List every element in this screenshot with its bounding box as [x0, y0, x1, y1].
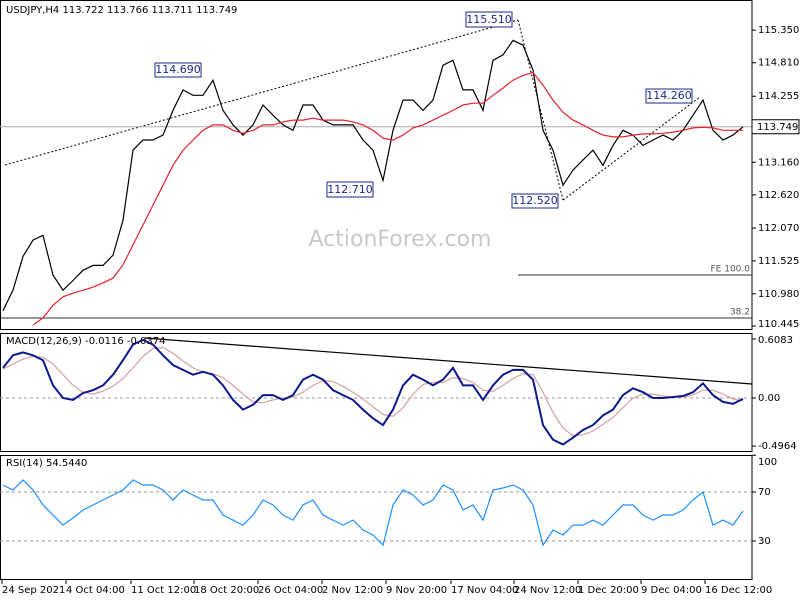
y-tick-label: 30 — [758, 536, 771, 547]
callout: 114.690 — [155, 63, 201, 76]
macd-trendline — [144, 337, 753, 385]
callout-box — [645, 88, 693, 104]
x-tick-label: 9 Dec 04:00 — [641, 585, 702, 596]
y-tick-label: 0.00 — [758, 393, 780, 404]
last-price-box — [751, 119, 800, 135]
y-tick-label: -0.4964 — [758, 441, 797, 452]
panel-title: USDJPY,H4 113.722 113.766 113.711 113.74… — [6, 5, 237, 16]
y-tick-label: 113.160 — [758, 157, 799, 168]
x-tick-label: 9 Nov 20:00 — [386, 585, 447, 596]
trendlines — [0, 19, 753, 385]
y-tick-label: 70 — [758, 487, 771, 498]
x-tick-label: 17 Nov 04:00 — [451, 585, 518, 596]
y-tick-label: 111.525 — [758, 256, 799, 267]
series-line — [2, 39, 744, 311]
callout: 115.510 — [466, 13, 512, 26]
watermark: ActionForex.com — [309, 227, 492, 252]
y-tick-label: 114.255 — [758, 91, 799, 102]
trendline — [517, 19, 564, 201]
callout: 112.520 — [512, 194, 558, 207]
callout-box — [511, 193, 559, 209]
series-line — [32, 71, 743, 326]
x-tick-label: 24 Nov 12:00 — [514, 585, 581, 596]
fib-label: FE 100.0 — [711, 265, 751, 275]
y-tick-label: 112.070 — [758, 223, 799, 234]
x-tick-label: 2 Nov 12:00 — [322, 585, 383, 596]
trendline — [4, 19, 519, 166]
x-tick-label: 1 Dec 20:00 — [578, 585, 639, 596]
panel-title: RSI(14) 54.5440 — [6, 458, 87, 469]
y-tick-label: 110.445 — [758, 319, 799, 330]
y-tick-label: 114.810 — [758, 58, 799, 69]
panel-frame — [0, 455, 753, 580]
fib-label: 38.2 — [730, 308, 750, 318]
y-tick-label: 0.6083 — [758, 335, 793, 346]
series-line — [2, 338, 744, 446]
series-line — [2, 479, 744, 547]
panel-frame — [0, 0, 753, 330]
y-tick-label: 110.980 — [758, 289, 799, 300]
series-line — [2, 346, 744, 437]
x-tick-label: 24 Sep 2021 — [2, 585, 65, 596]
callout-box — [154, 62, 202, 78]
x-tick-label: 11 Oct 12:00 — [131, 585, 196, 596]
y-tick-label: 115.350 — [758, 25, 799, 36]
trendline — [562, 96, 701, 201]
panel-title: MACD(12,26,9) -0.0116 -0.0374 — [6, 336, 166, 347]
callouts: 114.690 115.510 112.710 112.520 114.260 — [154, 11, 693, 209]
panel-frame — [0, 333, 753, 452]
x-tick-label: 4 Oct 04:00 — [66, 585, 125, 596]
y-tick-label: 112.620 — [758, 190, 799, 201]
x-tick-label: 26 Oct 04:00 — [258, 585, 323, 596]
callout: 112.710 — [327, 183, 373, 196]
callout-box — [465, 11, 513, 28]
x-tick-label: 16 Dec 12:00 — [705, 585, 772, 596]
y-tick-label: 100 — [758, 457, 777, 468]
last-price-label: 113.749 — [757, 122, 798, 133]
x-tick-label: 18 Oct 20:00 — [194, 585, 259, 596]
callout: 114.260 — [646, 89, 692, 102]
callout-box — [326, 181, 374, 198]
